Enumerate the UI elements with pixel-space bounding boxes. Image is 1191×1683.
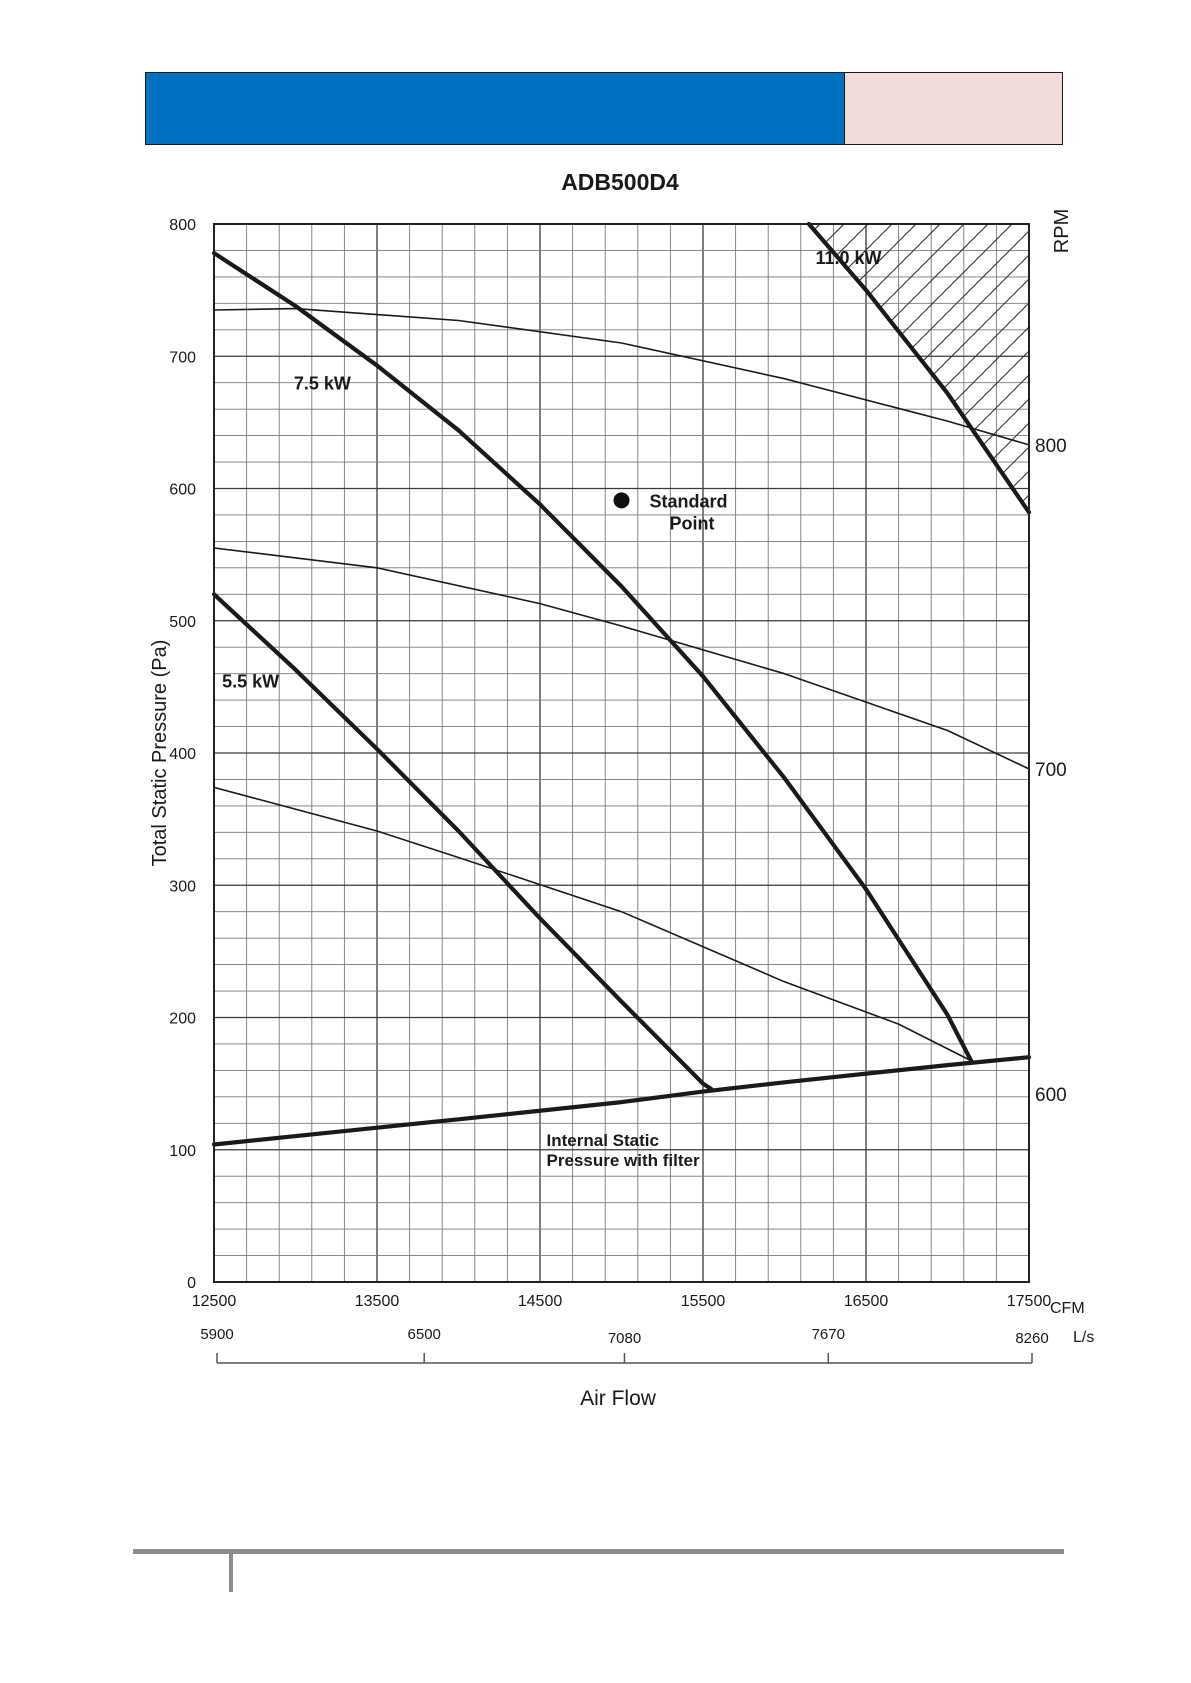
hatch-line bbox=[808, 224, 1029, 513]
x-axis-ticks-ls: 5900 6500 7080 7670 8260 bbox=[200, 1326, 1049, 1363]
hatch-line bbox=[808, 224, 1029, 513]
hatch-line bbox=[808, 224, 949, 513]
x-tick-label-cfm: 15500 bbox=[681, 1293, 726, 1310]
hatch-line bbox=[899, 224, 1029, 513]
rpm-label: 700 bbox=[1035, 760, 1067, 781]
curve-label: 7.5 kW bbox=[294, 374, 351, 394]
y-tick-label: 500 bbox=[169, 614, 196, 631]
hatch-line bbox=[808, 224, 1021, 513]
y-tick-label: 400 bbox=[169, 746, 196, 763]
standard-point-marker bbox=[613, 492, 630, 509]
footer-rule bbox=[133, 1549, 1064, 1554]
hatch-line bbox=[808, 224, 925, 513]
hatch-line bbox=[808, 224, 1029, 513]
curve-5-5-kw bbox=[211, 592, 714, 1092]
curve-label: 11.0 kW bbox=[815, 248, 881, 268]
hatch-line bbox=[808, 224, 1029, 513]
x-tick-label-ls: 6500 bbox=[408, 1326, 441, 1343]
header-blue-bar bbox=[145, 72, 845, 145]
curve-11-0-kw bbox=[806, 221, 1032, 515]
curve-600-rpm bbox=[213, 786, 973, 1062]
hatch-line bbox=[808, 224, 1029, 513]
plot-frame bbox=[213, 223, 1030, 1283]
hatch-line bbox=[808, 224, 901, 513]
y-tick-label: 800 bbox=[169, 217, 196, 234]
x-tick-label-ls: 5900 bbox=[200, 1326, 233, 1343]
hatch-line bbox=[808, 224, 1029, 513]
hatch-line bbox=[808, 224, 1029, 513]
y-tick-label: 600 bbox=[169, 482, 196, 499]
curve-700-rpm bbox=[213, 547, 1030, 770]
y-tick-label: 0 bbox=[187, 1275, 196, 1292]
curve-internal-static-pressure-with-filter bbox=[211, 1055, 1032, 1147]
y-tick-label: 300 bbox=[169, 878, 196, 895]
y-tick-label: 700 bbox=[169, 349, 196, 366]
y-tick-label: 100 bbox=[169, 1143, 196, 1160]
hatch-line bbox=[995, 224, 1029, 513]
y-axis-ticks: 0 100 200 300 400 500 600 700 800 bbox=[169, 217, 196, 1292]
x-tick-label-ls: 8260 bbox=[1015, 1330, 1048, 1347]
rpm-label: 800 bbox=[1035, 436, 1067, 457]
x-axis-ticks-cfm: 12500 13500 14500 15500 16500 17500 bbox=[192, 1293, 1052, 1310]
isp-label-line1: Internal Static bbox=[547, 1131, 659, 1150]
hatch-line bbox=[808, 224, 1029, 513]
curve-7-5-kw bbox=[211, 251, 975, 1065]
x-unit-ls: L/s bbox=[1073, 1329, 1094, 1346]
x-tick-label-cfm: 13500 bbox=[355, 1293, 400, 1310]
x-tick-label-ls: 7670 bbox=[812, 1326, 845, 1343]
hatch-line bbox=[875, 224, 1029, 513]
hatch-line bbox=[808, 224, 1029, 513]
footer-tick bbox=[229, 1554, 233, 1592]
rpm-labels: 800 700 600 bbox=[1035, 436, 1067, 1106]
standard-point-label-line2: Point bbox=[670, 513, 715, 533]
x-tick-label-ls: 7080 bbox=[608, 1330, 641, 1347]
curve-labels: 11.0 kW 7.5 kW 5.5 kW bbox=[222, 248, 881, 691]
isp-label-line2: Pressure with filter bbox=[547, 1151, 700, 1170]
standard-point-label-line1: Standard bbox=[650, 491, 728, 511]
x-unit-cfm: CFM bbox=[1050, 1300, 1085, 1317]
x-tick-label-cfm: 16500 bbox=[844, 1293, 889, 1310]
y-tick-label: 200 bbox=[169, 1011, 196, 1028]
y-axis-label: Total Static Pressure (Pa) bbox=[149, 640, 171, 867]
hatch-line bbox=[808, 224, 973, 513]
hatch-line bbox=[971, 224, 1029, 513]
header-pink-box bbox=[844, 72, 1063, 145]
hatch-line bbox=[808, 224, 1029, 513]
x-tick-label-cfm: 17500 bbox=[1007, 1293, 1052, 1310]
chart-title: ADB500D4 bbox=[561, 169, 679, 195]
hatch-line bbox=[808, 224, 1029, 513]
curve-label: 5.5 kW bbox=[222, 671, 279, 691]
x-axis-label: Air Flow bbox=[580, 1387, 657, 1410]
hatch-lines bbox=[808, 224, 1029, 513]
hatch-line bbox=[827, 224, 1029, 513]
rpm-label: 600 bbox=[1035, 1085, 1067, 1106]
hatch-line bbox=[808, 224, 1029, 513]
hatch-line bbox=[808, 224, 1029, 513]
hatched-region bbox=[808, 224, 1029, 513]
series-group bbox=[211, 221, 1032, 1147]
hatch-line bbox=[808, 224, 1029, 513]
rpm-axis-title: RPM bbox=[1051, 209, 1073, 253]
hatch-line bbox=[851, 224, 1029, 513]
x-tick-label-cfm: 12500 bbox=[192, 1293, 237, 1310]
x-tick-label-cfm: 14500 bbox=[518, 1293, 563, 1310]
